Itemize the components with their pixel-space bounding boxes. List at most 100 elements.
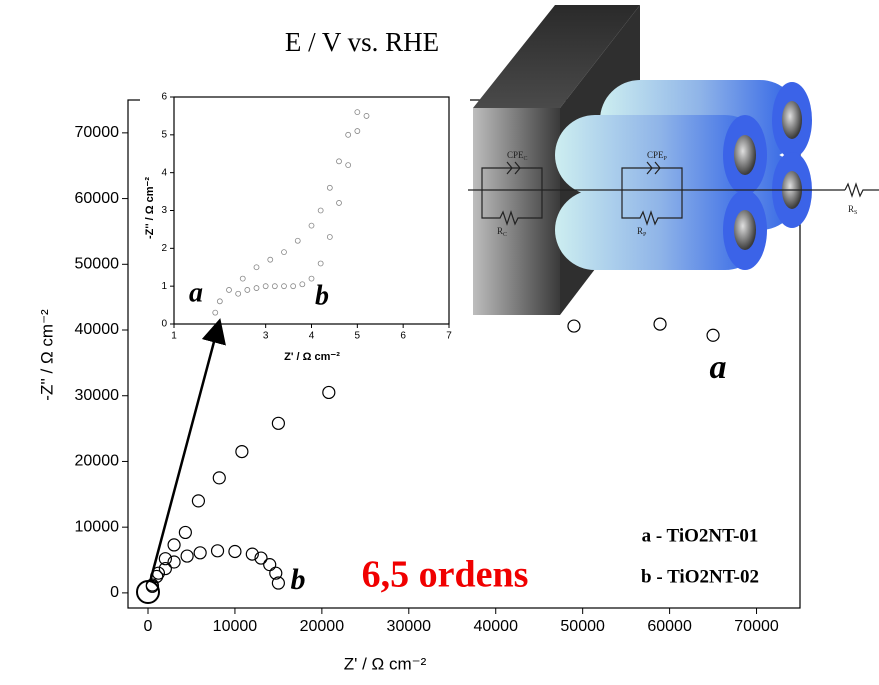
y-tick-label: 0: [161, 319, 167, 330]
data-point: [271, 416, 285, 430]
y-tick-label: 1: [161, 281, 167, 292]
data-point: [239, 275, 246, 282]
plots: 0 10000 20000 30000 40000 50000 60000 70000 0 100…: [37, 88, 801, 673]
data-point: [706, 328, 720, 342]
annotation: a: [189, 277, 203, 308]
data-point: [245, 547, 259, 561]
data-point: [216, 298, 223, 305]
circuit-label: CPEP: [647, 150, 668, 162]
data-point: [158, 561, 172, 576]
x-tick-label: 3: [263, 331, 269, 342]
data-point: [299, 281, 306, 288]
data-point: [322, 385, 336, 400]
y-tick-label: 50000: [75, 256, 120, 273]
label-sub: P: [643, 232, 647, 238]
data-point: [178, 525, 192, 540]
data-point: [336, 158, 342, 165]
tube-hole: [782, 101, 802, 139]
data-point: [269, 566, 283, 580]
x-tick-label: 60000: [647, 618, 692, 635]
data-point: [267, 256, 274, 263]
data-point: [226, 287, 232, 293]
data-point: [567, 319, 581, 333]
y-tick-label: 2: [161, 243, 167, 254]
x-tick-label: 0: [144, 618, 153, 635]
tube: [555, 115, 765, 195]
data-point: [212, 309, 219, 316]
x-tick-label: 2: [217, 331, 223, 342]
y-tick-label: 3: [161, 205, 167, 216]
data-point: [354, 128, 361, 134]
label-main: R: [637, 226, 643, 236]
data-point: [254, 551, 268, 565]
x-tick-label: 7: [446, 331, 452, 342]
data-point: [228, 544, 242, 559]
zoom-arrow: [148, 318, 226, 583]
data-point: [244, 287, 251, 293]
label-main: R: [497, 226, 503, 236]
data-point: [354, 109, 361, 116]
y-tick-label: 0: [110, 584, 119, 601]
y-tick-label: 30000: [75, 387, 120, 404]
y-tick-label: 6: [161, 92, 167, 103]
tube-hole: [734, 210, 756, 250]
label-sub: C: [503, 232, 507, 238]
data-point: [281, 283, 287, 290]
y-tick-label: 5: [161, 129, 167, 140]
annotation: b: [315, 280, 329, 311]
data-point: [345, 162, 352, 169]
x-tick-label: 30000: [387, 618, 432, 635]
data-point: [212, 471, 226, 485]
circuit-label: RP: [637, 226, 647, 238]
data-point: [363, 113, 370, 119]
data-point: [336, 200, 342, 206]
annotation: a: [710, 349, 727, 386]
data-point: [326, 184, 333, 191]
x-tick-label: 6: [400, 331, 406, 342]
electrode-top: [473, 5, 640, 108]
y-tick-label: 10000: [75, 518, 120, 535]
data-point: [653, 317, 667, 331]
x-axis-label: Z' / Ω cm⁻²: [344, 654, 427, 673]
cpe: [646, 161, 661, 175]
label-sub: S: [854, 210, 857, 216]
x-axis-label: Z' / Ω cm⁻²: [284, 351, 340, 363]
x-tick-label: 40000: [473, 618, 518, 635]
circuit-label: CPEC: [507, 150, 528, 162]
data-point: [308, 222, 315, 229]
label-sub: P: [664, 156, 668, 162]
x-tick-label: 5: [355, 331, 361, 342]
data-point: [235, 290, 242, 297]
data-point: [308, 275, 315, 282]
data-point: [167, 538, 181, 552]
data-point: [281, 249, 287, 256]
circuit-label: RS: [848, 204, 857, 216]
tube-hole: [734, 135, 756, 175]
x-tick-label: 70000: [734, 618, 779, 635]
annotation: b: [291, 563, 306, 596]
origin-highlight: [136, 580, 160, 604]
label-sub: C: [524, 156, 528, 162]
nanotubes: [555, 80, 812, 270]
data-point: [262, 283, 269, 290]
inset-background: [140, 88, 470, 372]
data-point: [167, 555, 181, 569]
chart: 0 10000 20000 30000 40000 50000 60000 70000 0 100…: [37, 99, 801, 673]
x-tick-label: 10000: [213, 618, 258, 635]
x-tick-label: 1: [171, 331, 177, 342]
data-point: [317, 260, 324, 267]
data-point: [210, 544, 225, 558]
data-point: [235, 444, 249, 459]
y-axis-label: -Z'' / Ω cm⁻²: [144, 177, 156, 239]
data-point: [253, 264, 260, 271]
legend-entry: b - TiO2NT-02: [641, 566, 759, 587]
data-point: [345, 131, 352, 138]
data-point: [253, 285, 260, 291]
data-point: [158, 552, 172, 566]
caption: E / V vs. RHE: [285, 27, 439, 57]
y-tick-label: 4: [161, 167, 167, 178]
